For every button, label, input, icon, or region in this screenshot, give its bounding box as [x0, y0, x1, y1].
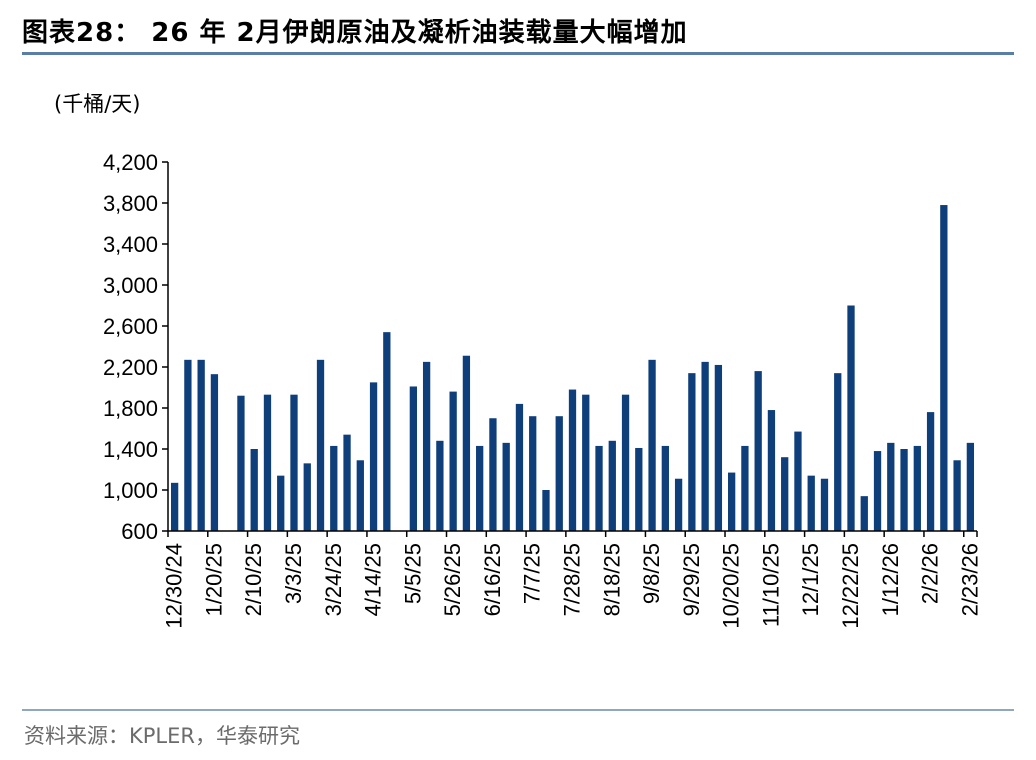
bar	[688, 373, 696, 531]
x-tick-label: 2/23/26	[957, 543, 982, 616]
bar	[237, 395, 245, 531]
bar-chart: 600 1,000 1,400 1,800 2,200 2,600 3,000 3,400 3,…	[103, 150, 982, 629]
y-axis: 600 1,000 1,400 1,800 2,200 2,600 3,000 3,400 3,…	[103, 150, 169, 544]
x-tick-label: 7/7/25	[520, 543, 545, 604]
bar	[847, 305, 855, 531]
bar	[887, 442, 895, 531]
bar	[913, 445, 921, 531]
bar	[330, 445, 338, 531]
bar	[595, 445, 603, 531]
bar	[502, 442, 510, 531]
bar	[515, 403, 524, 531]
bar	[369, 382, 378, 531]
bar	[383, 332, 391, 531]
bar	[170, 482, 179, 531]
bar	[635, 447, 643, 531]
bar	[608, 440, 616, 531]
x-tick-label: 3/24/25	[321, 543, 346, 616]
y-tick-label: 1,000	[103, 478, 158, 503]
x-tick-label: 10/20/25	[719, 543, 744, 629]
bar	[582, 394, 590, 531]
bar	[290, 394, 298, 531]
bar	[794, 431, 802, 531]
bar	[343, 434, 351, 531]
bar	[263, 394, 272, 531]
bar	[184, 359, 192, 531]
bar	[701, 361, 709, 531]
y-tick-label: 1,400	[103, 437, 158, 462]
y-tick-label: 600	[121, 519, 158, 544]
bar	[476, 445, 484, 531]
x-tick-label: 4/14/25	[361, 543, 386, 616]
bar	[926, 412, 935, 531]
bar	[210, 374, 219, 531]
bar	[489, 418, 497, 531]
y-tick-label: 3,800	[103, 191, 158, 216]
x-tick-label: 12/30/24	[162, 543, 187, 629]
bar	[834, 373, 842, 531]
bar	[277, 475, 285, 531]
bar	[303, 463, 311, 531]
bar	[356, 460, 364, 531]
bar	[648, 359, 656, 531]
bar	[529, 416, 537, 531]
x-tick-label: 2/10/25	[241, 543, 266, 616]
bar	[966, 442, 975, 531]
bar	[781, 457, 789, 531]
x-tick-label: 5/26/25	[440, 543, 465, 616]
bar	[754, 371, 762, 531]
x-tick-label: 9/8/25	[639, 543, 664, 604]
bar	[422, 361, 431, 531]
bar	[462, 355, 471, 531]
bar	[197, 359, 205, 531]
bars	[170, 205, 975, 532]
source-note: 资料来源：KPLER，华泰研究	[24, 724, 300, 748]
x-tick-label: 2/2/26	[918, 543, 943, 604]
bar	[860, 496, 868, 531]
title-rule	[22, 52, 1014, 55]
bar	[820, 478, 829, 531]
bar	[807, 475, 815, 531]
bar	[250, 449, 258, 531]
x-tick-label: 12/1/25	[798, 543, 823, 616]
bar	[900, 449, 908, 531]
y-tick-label: 2,600	[103, 314, 158, 339]
bar	[728, 472, 736, 531]
footer-rule	[22, 709, 1014, 711]
bar	[409, 386, 417, 531]
y-tick-label: 3,000	[103, 273, 158, 298]
bar	[621, 394, 630, 531]
x-tick-label: 11/10/25	[758, 543, 783, 627]
y-tick-label: 4,200	[103, 150, 158, 175]
bar	[873, 451, 882, 531]
x-tick-label: 5/5/25	[400, 543, 425, 604]
y-tick-label: 2,200	[103, 355, 158, 380]
x-tick-label: 9/29/25	[679, 543, 704, 616]
bar	[741, 445, 749, 531]
x-tick-label: 12/22/25	[838, 543, 863, 629]
x-tick-label: 3/3/25	[281, 543, 306, 604]
bar	[661, 445, 669, 531]
x-tick-label: 7/28/25	[560, 543, 585, 616]
bar	[542, 490, 550, 531]
y-tick-label: 1,800	[103, 396, 158, 421]
x-tick-label: 1/12/26	[878, 543, 903, 616]
bar	[449, 391, 457, 531]
x-tick-label: 8/18/25	[599, 543, 624, 616]
bar	[436, 440, 444, 531]
bar	[953, 460, 961, 531]
y-tick-label: 3,400	[103, 232, 158, 257]
x-axis: 12/30/24 1/20/25 2/10/25 3/3/25 3/24/25 4/14/…	[162, 530, 982, 629]
bar	[568, 389, 577, 531]
bar	[767, 410, 776, 531]
x-tick-label: 6/16/25	[480, 543, 505, 616]
bar	[940, 205, 948, 532]
bar	[316, 359, 325, 531]
y-axis-unit-label: (千桶/天)	[54, 92, 141, 116]
bar	[674, 478, 683, 531]
figure-title: 图表28： 26 年 2月伊朗原油及凝析油装载量大幅增加	[22, 18, 688, 48]
bar	[555, 416, 563, 531]
x-tick-label: 1/20/25	[201, 543, 226, 616]
bar	[714, 364, 723, 531]
